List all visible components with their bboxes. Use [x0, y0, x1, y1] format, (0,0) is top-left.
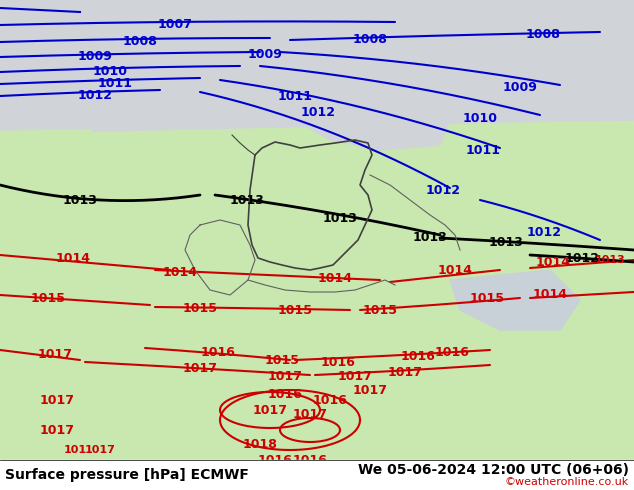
Polygon shape [0, 0, 634, 135]
Text: 1015: 1015 [363, 304, 398, 318]
Text: 1012: 1012 [425, 183, 460, 196]
Text: 1017: 1017 [84, 445, 115, 455]
Text: 1014: 1014 [318, 272, 353, 286]
Polygon shape [0, 0, 634, 130]
Polygon shape [295, 95, 450, 150]
Polygon shape [450, 270, 580, 330]
Text: 1014: 1014 [536, 255, 571, 269]
Polygon shape [0, 95, 110, 220]
Text: 1015: 1015 [470, 292, 505, 304]
Text: 1013: 1013 [230, 194, 264, 206]
Text: 1017: 1017 [268, 369, 302, 383]
Text: 1015: 1015 [264, 353, 299, 367]
Text: 1013: 1013 [413, 231, 448, 245]
Text: 1017: 1017 [292, 409, 328, 421]
Text: 1015: 1015 [278, 304, 313, 318]
Text: 1012: 1012 [77, 90, 112, 102]
Polygon shape [0, 200, 150, 300]
Polygon shape [260, 0, 350, 55]
Text: 1014: 1014 [533, 289, 567, 301]
Text: 1014: 1014 [56, 251, 91, 265]
Text: 1012: 1012 [301, 106, 335, 120]
Text: 1016: 1016 [321, 356, 356, 368]
Text: 1011: 1011 [465, 144, 500, 156]
Polygon shape [0, 130, 634, 460]
Text: Surface pressure [hPa] ECMWF: Surface pressure [hPa] ECMWF [5, 468, 249, 482]
Text: 1011: 1011 [278, 91, 313, 103]
Text: We 05-06-2024 12:00 UTC (06+06): We 05-06-2024 12:00 UTC (06+06) [358, 463, 629, 477]
Text: 1013: 1013 [63, 194, 98, 206]
Text: 1008: 1008 [353, 33, 387, 47]
Text: 1016: 1016 [268, 389, 302, 401]
Text: 1009: 1009 [503, 81, 538, 95]
Text: 1012: 1012 [564, 251, 600, 265]
Text: 1008: 1008 [122, 35, 157, 49]
Text: 1016: 1016 [401, 349, 436, 363]
Polygon shape [0, 460, 634, 490]
Text: 1014: 1014 [437, 264, 472, 276]
Text: 1015: 1015 [30, 292, 65, 304]
Text: 1017: 1017 [39, 423, 75, 437]
Text: 1011: 1011 [98, 77, 133, 91]
Text: 1017: 1017 [39, 393, 75, 407]
Text: 1010: 1010 [462, 112, 498, 124]
Text: 1013: 1013 [489, 237, 524, 249]
Text: 1016: 1016 [292, 454, 327, 466]
Text: 1017: 1017 [387, 366, 422, 378]
Text: 1015: 1015 [183, 301, 217, 315]
Text: 1009: 1009 [77, 50, 112, 64]
Text: 1016: 1016 [313, 393, 347, 407]
Text: 1016: 1016 [434, 346, 469, 360]
Polygon shape [575, 0, 634, 40]
Text: 1013: 1013 [595, 255, 625, 265]
Text: 101: 101 [63, 445, 87, 455]
Text: ©weatheronline.co.uk: ©weatheronline.co.uk [505, 477, 629, 487]
Text: 1018: 1018 [243, 439, 278, 451]
Text: 1010: 1010 [93, 66, 127, 78]
Text: 1013: 1013 [323, 212, 358, 224]
Text: 1009: 1009 [247, 49, 282, 62]
Text: 1016: 1016 [257, 454, 292, 466]
Text: 1017: 1017 [337, 370, 373, 384]
Text: 1008: 1008 [526, 28, 560, 42]
Text: 1014: 1014 [162, 266, 198, 278]
Polygon shape [0, 120, 634, 490]
Text: 1007: 1007 [157, 19, 193, 31]
Text: 1017: 1017 [353, 384, 387, 396]
Text: 1017: 1017 [37, 348, 72, 362]
Text: 1016: 1016 [200, 345, 235, 359]
Text: 1012: 1012 [526, 225, 562, 239]
Text: 1017: 1017 [183, 362, 217, 374]
Text: 1017: 1017 [252, 403, 287, 416]
